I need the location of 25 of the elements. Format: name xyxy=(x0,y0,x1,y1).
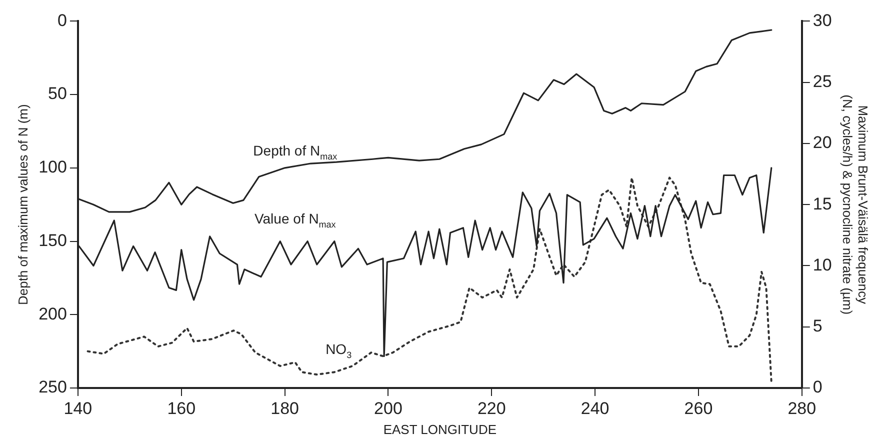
x-tick-label: 220 xyxy=(477,398,506,418)
x-axis-title: EAST LONGITUDE xyxy=(383,422,497,437)
x-tick-label: 280 xyxy=(788,398,816,418)
y2-tick-label: 0 xyxy=(812,378,822,397)
y2-tick-label: 15 xyxy=(812,194,832,214)
y-axis-title: Depth of maximum values of N (m) xyxy=(15,104,30,306)
x-tick-label: 260 xyxy=(684,398,713,418)
y-tick-label: 200 xyxy=(38,304,67,324)
y2-tick-label: 30 xyxy=(812,10,832,30)
y-tick-label: 50 xyxy=(48,84,67,104)
y-tick-label: 150 xyxy=(38,230,67,250)
x-tick-label: 140 xyxy=(64,398,92,418)
x-tick-label: 240 xyxy=(580,398,610,418)
y-tick-label: 0 xyxy=(57,10,67,30)
line-series xyxy=(86,176,772,383)
y2-tick-label: 10 xyxy=(812,255,832,274)
y-tick-label: 250 xyxy=(38,378,67,397)
x-tick-label: 200 xyxy=(374,398,402,418)
y-tick-label: 100 xyxy=(38,158,67,177)
y2-tick-label: 5 xyxy=(812,316,822,336)
x-tick-label: 180 xyxy=(270,398,299,418)
x-tick-label: 160 xyxy=(167,398,196,418)
y2-axis-title: Maximum Brunt-Väisälä frequency (N, cycles/h) & pycnocline nitrate (µm) xyxy=(840,94,871,315)
y2-tick-label: 20 xyxy=(812,133,832,152)
y2-tick-label: 25 xyxy=(812,72,832,92)
